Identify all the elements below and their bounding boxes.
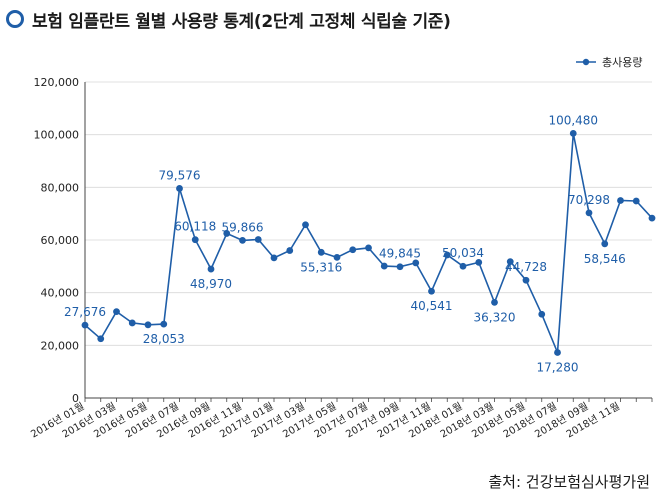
data-label: 60,118 bbox=[174, 220, 216, 234]
data-point bbox=[160, 320, 168, 328]
data-point bbox=[176, 185, 183, 192]
data-point bbox=[97, 335, 105, 343]
data-point bbox=[81, 321, 89, 329]
chart-header: 보험 임플란트 월별 사용량 통계(2단계 고정체 식립술 기준) bbox=[6, 6, 451, 32]
chart-title: 보험 임플란트 월별 사용량 통계(2단계 고정체 식립술 기준) bbox=[32, 11, 451, 32]
series-line-layer bbox=[84, 133, 653, 353]
data-point bbox=[522, 276, 530, 284]
data-label: 100,480 bbox=[548, 113, 598, 127]
data-point bbox=[207, 265, 215, 273]
data-point bbox=[554, 349, 561, 356]
data-label: 70,298 bbox=[568, 193, 610, 207]
data-label: 50,034 bbox=[442, 246, 484, 260]
y-tick-label: 120,000 bbox=[34, 76, 80, 89]
data-point bbox=[317, 248, 325, 256]
data-point bbox=[113, 308, 120, 316]
data-point bbox=[128, 319, 136, 327]
data-point bbox=[412, 259, 420, 267]
data-label: 49,845 bbox=[379, 247, 421, 261]
data-point bbox=[380, 262, 388, 270]
data-label: 44,728 bbox=[505, 260, 547, 274]
data-label: 55,316 bbox=[300, 260, 342, 274]
y-tick-label: 40,000 bbox=[41, 287, 80, 300]
data-point bbox=[254, 236, 262, 243]
y-tick-label: 60,000 bbox=[41, 234, 80, 247]
data-label: 40,541 bbox=[411, 299, 453, 313]
data-point bbox=[585, 209, 593, 217]
data-point bbox=[302, 221, 309, 229]
y-tick-label: 100,000 bbox=[34, 129, 80, 142]
data-point bbox=[333, 253, 341, 261]
data-label: 27,676 bbox=[64, 305, 106, 319]
data-point bbox=[396, 263, 404, 271]
data-label: 28,053 bbox=[143, 332, 185, 346]
data-label: 48,970 bbox=[190, 277, 232, 291]
data-label: 17,280 bbox=[537, 360, 579, 374]
data-point bbox=[459, 262, 467, 270]
y-tick-label: 20,000 bbox=[41, 339, 80, 352]
circle-bullet-icon bbox=[6, 10, 24, 28]
data-label: 59,866 bbox=[222, 220, 264, 234]
data-point bbox=[569, 130, 577, 137]
data-point bbox=[239, 236, 246, 244]
grid-lines bbox=[85, 81, 652, 399]
data-point bbox=[144, 321, 152, 329]
data-point bbox=[443, 251, 451, 259]
source-note: 출처: 건강보험심사평가원 bbox=[488, 473, 650, 491]
data-point bbox=[191, 236, 199, 244]
data-point bbox=[365, 244, 372, 252]
data-point bbox=[648, 214, 656, 222]
data-point bbox=[491, 298, 498, 306]
series-line-total-usage bbox=[84, 133, 653, 353]
data-point bbox=[270, 254, 278, 262]
data-point bbox=[601, 240, 609, 248]
data-point bbox=[349, 246, 357, 254]
data-point bbox=[223, 230, 231, 237]
y-tick-label: 80,000 bbox=[41, 181, 80, 194]
data-point bbox=[617, 197, 624, 204]
data-point bbox=[475, 258, 483, 266]
legend: 총사용량 bbox=[576, 56, 642, 69]
data-point bbox=[538, 310, 546, 318]
data-point bbox=[428, 287, 435, 295]
legend-label: 총사용량 bbox=[602, 56, 642, 69]
axes: 0 20,000 40,000 60,000 80,000 100,000 120,000 2… bbox=[29, 76, 653, 440]
data-point bbox=[506, 258, 514, 265]
y-tick-label: 0 bbox=[72, 392, 79, 405]
data-labels: 27,676 28,053 79,576 60,118 48,970 59,866 55,3… bbox=[64, 113, 626, 374]
data-point bbox=[632, 197, 640, 205]
data-label: 79,576 bbox=[159, 168, 201, 182]
legend-marker bbox=[582, 58, 590, 66]
data-points bbox=[81, 130, 656, 356]
data-label: 36,320 bbox=[474, 310, 516, 324]
data-label: 58,546 bbox=[584, 252, 626, 266]
data-point bbox=[286, 247, 294, 254]
